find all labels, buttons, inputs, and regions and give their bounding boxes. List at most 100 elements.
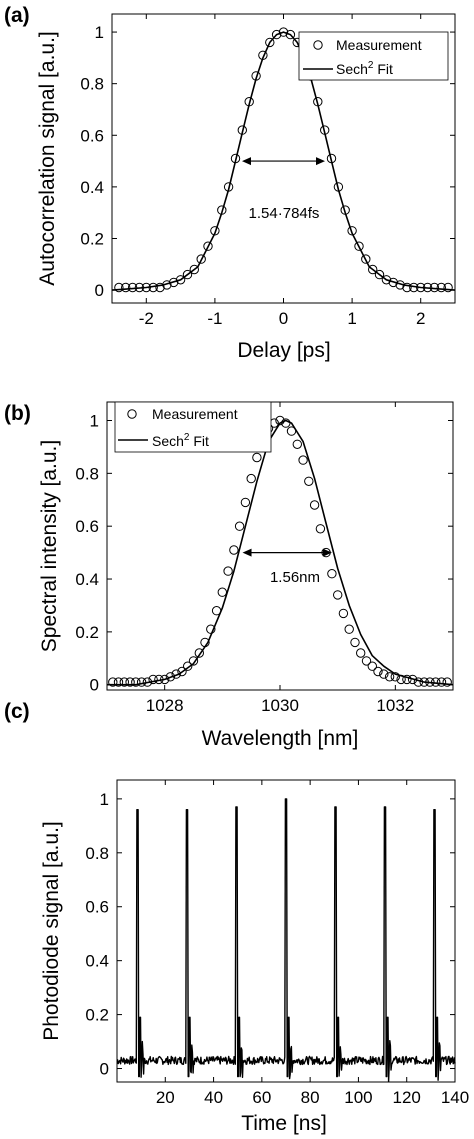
panel-b-measurement-point <box>183 661 193 671</box>
panel-b-measurement-point <box>425 677 435 687</box>
panel-a-measurement-point <box>443 282 453 293</box>
panel-a-ytick-label: 0 <box>95 281 104 300</box>
panel-b-xtick-label: 1028 <box>146 696 184 715</box>
panel-c-xtick-label: 120 <box>393 1088 421 1107</box>
panel-b-axes-frame <box>106 401 454 691</box>
panel-b-measurement-point <box>217 587 228 597</box>
panel-a-yticks: 0 0.2 0.4 0.6 0.8 1 <box>80 23 455 300</box>
panel-b-measurement-point <box>113 677 124 687</box>
panel-b-measurement-point <box>407 674 418 685</box>
panel-b-measurement-point <box>154 674 164 685</box>
panel-b-ytick-label: 1 <box>90 411 99 430</box>
panel-a-measurement-point <box>217 205 227 215</box>
panel-a-ytick-label: 0.4 <box>80 178 104 197</box>
panel-c-xtick-label: 20 <box>156 1088 175 1107</box>
panel-a-measurement-point <box>175 275 186 285</box>
panel-b-legend-measurement: Measurement <box>152 406 238 422</box>
panel-b-measurement-point <box>373 666 383 677</box>
panel-a-plot-area <box>111 27 456 293</box>
panel-c-xtick-label: 80 <box>301 1088 320 1107</box>
panel-b-measurement-point <box>211 606 222 616</box>
panel-a-fwhm-arrow-right-icon <box>316 157 326 166</box>
panel-a-measurement-point <box>395 280 405 290</box>
panel-b-measurement-point <box>142 677 153 687</box>
panel-a-measurement-point <box>258 50 268 60</box>
panel-b-ytick-label: 0.8 <box>75 464 99 483</box>
panel-b-xtick-label: 1032 <box>376 696 414 715</box>
panel-a-measurement-point <box>436 282 446 293</box>
panel-b-ytick-label: 0.2 <box>75 623 99 642</box>
panel-b-legend-fit: Sech2 Fit <box>152 432 209 449</box>
panel-b-measurement-point <box>309 500 320 510</box>
panel-b-measurement-point <box>246 473 256 484</box>
panel-b-measurement-point <box>223 566 233 576</box>
panel-a-measurement-point <box>148 282 158 293</box>
panel-b-measurement-point <box>171 669 181 679</box>
panel-b-measurement-point <box>402 674 412 685</box>
panel-b-measurement-point <box>333 590 343 600</box>
panel-b-measurement-point <box>206 624 216 634</box>
panel-c-ytick-label: 0.8 <box>85 844 109 863</box>
panel-a-measurement-point <box>333 182 344 192</box>
panel-a-measurement-point <box>141 282 152 293</box>
panel-b-measurement-point <box>165 672 176 682</box>
panel-a-measurement-point <box>134 282 145 293</box>
panel-a-autocorrelation: (a) Autocorrelation signal [a.u.] Delay … <box>4 4 456 362</box>
panel-a-ytick-label: 1 <box>95 23 104 42</box>
panel-b-measurement-point <box>234 521 245 531</box>
panel-c-xtick-label: 40 <box>204 1088 223 1107</box>
panel-a-measurement-point <box>278 27 289 37</box>
panel-a-legend-fit-sup: 2 <box>368 60 374 71</box>
panel-b-measurement-point <box>240 497 251 508</box>
panel-b-measurement-point <box>327 569 337 579</box>
panel-b-measurement-point <box>281 418 291 428</box>
panel-b-measurement-point <box>436 677 447 687</box>
panel-b-xticks: 1028 1030 1032 <box>146 402 414 715</box>
panel-a-axes-frame <box>111 13 456 304</box>
panel-a-measurement-point <box>340 205 350 215</box>
panel-a-measurement-point <box>368 264 378 275</box>
panel-a-measurement-point <box>271 29 282 40</box>
panel-a-xtick-label: 2 <box>416 309 425 328</box>
panel-b-measurement-point <box>384 672 395 682</box>
panel-b-fwhm-arrow-left-icon <box>242 548 252 557</box>
panel-a-ytick-label: 0.8 <box>80 75 104 94</box>
panel-c-pulse-train: (c) Photodiode signal [a.u.] Time [ns] 2… <box>4 700 469 1135</box>
panel-c-ytick-label: 0.2 <box>85 1006 109 1025</box>
panel-b-legend-fit-tail: Fit <box>189 433 209 449</box>
panel-a-measurement-point <box>347 226 357 236</box>
panel-b-measurement-point <box>160 674 170 685</box>
panel-b-measurement-point <box>119 677 130 687</box>
panel-b-measurement-point <box>194 648 205 658</box>
panel-a-fwhm-annotation <box>241 157 326 166</box>
panel-b-legend-marker-icon <box>127 409 137 419</box>
panel-a-measurement-point <box>244 97 254 107</box>
panel-a-measurement-point <box>409 282 419 293</box>
panel-a-legend: Measurement Sech2 Fit <box>298 31 449 81</box>
panel-a-measurement-point <box>374 269 385 280</box>
panel-b-ytick-label: 0.4 <box>75 570 99 589</box>
panel-a-measurement-point <box>285 29 296 40</box>
panel-a-measurement-point <box>237 125 248 135</box>
panel-b-measurement-point <box>136 677 147 687</box>
panel-c-ytick-label: 0.6 <box>85 898 109 917</box>
panel-a-xtick-label: 1 <box>347 309 356 328</box>
panel-b-fit-line <box>107 419 454 686</box>
panel-b-measurement-point <box>431 677 441 687</box>
panel-a-fwhm-arrow-left-icon <box>241 157 251 166</box>
panel-a-measurement-point <box>381 275 392 285</box>
panel-a-measurement-point <box>223 182 234 192</box>
panel-b-measurement-point <box>292 439 302 449</box>
panel-a-measurement-point <box>265 37 275 48</box>
panel-a-measurement-point <box>169 277 179 288</box>
panel-c-xlabel: Time [ns] <box>241 1112 327 1135</box>
panel-a-legend-fit: Sech2 Fit <box>336 60 393 77</box>
panel-b-measurement-point <box>356 648 366 658</box>
panel-a-measurement-point <box>189 264 200 275</box>
panel-a-measurement-point <box>127 282 138 293</box>
panel-a-legend-fit-tail: Fit <box>373 61 393 77</box>
panel-b-measurement-point <box>367 661 377 671</box>
panel-b-fwhm-annotation <box>242 548 332 557</box>
panel-b-measurement-point <box>229 545 239 555</box>
panel-a-measurement-point <box>313 97 323 107</box>
